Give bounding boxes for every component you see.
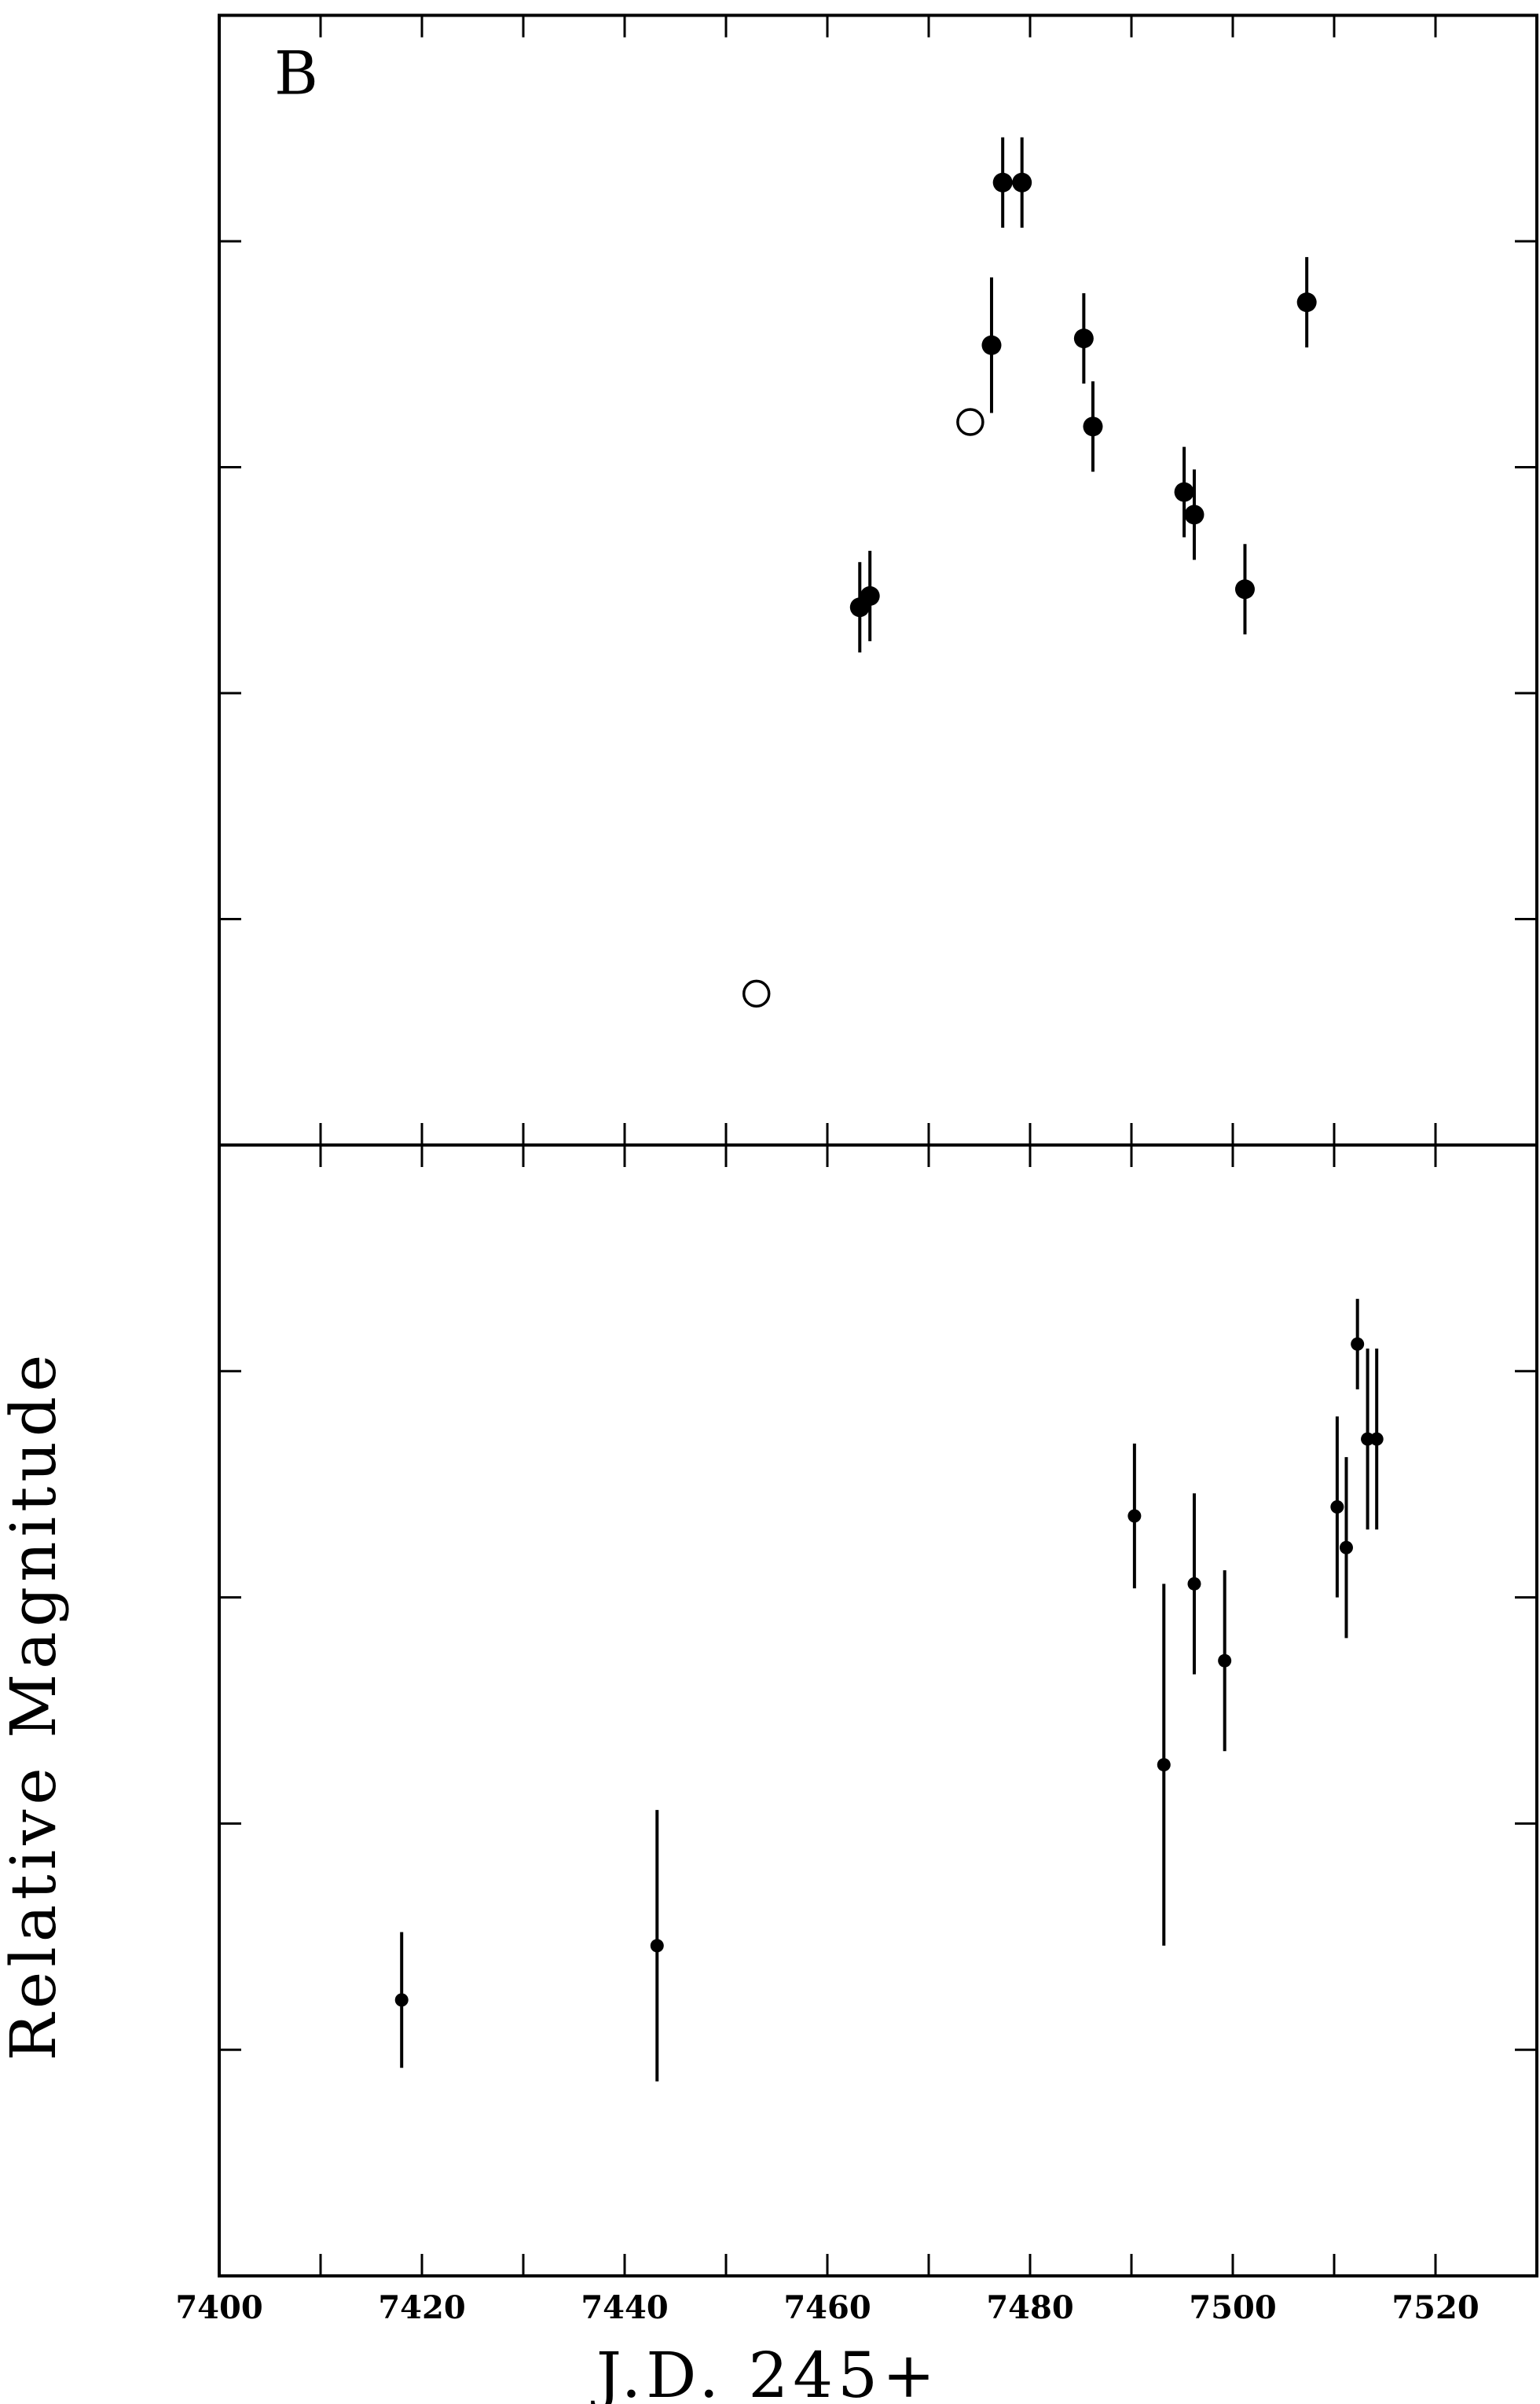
data-point [650, 1939, 664, 1953]
data-point [1351, 1337, 1365, 1351]
x-tick-label: 7400 [175, 2289, 262, 2326]
data-point [992, 172, 1013, 193]
data-point [1234, 579, 1255, 600]
data-point [1083, 417, 1103, 437]
data-point [394, 1993, 409, 2007]
data-point [1012, 172, 1032, 193]
data-point [1128, 1509, 1142, 1523]
data-point [956, 408, 984, 436]
data-point [1187, 1576, 1201, 1591]
x-tick-label: 7480 [986, 2289, 1073, 2326]
plot-frame [218, 13, 1538, 1147]
x-tick-label: 7520 [1392, 2289, 1479, 2326]
data-point [1184, 505, 1204, 525]
y-axis-label: Relative Magnitude [0, 1350, 70, 2061]
panel-label: B [274, 39, 318, 108]
data-point [1218, 1653, 1232, 1668]
data-point [1330, 1499, 1344, 1514]
data-point [860, 585, 880, 606]
data-point [1370, 1432, 1384, 1446]
data-point [742, 979, 771, 1008]
x-tick-label: 7500 [1189, 2289, 1276, 2326]
x-axis-label: J.D. 245+ [591, 2339, 940, 2404]
x-tick-label: 7440 [581, 2289, 668, 2326]
data-point [1157, 1758, 1171, 1772]
data-point [981, 335, 1002, 355]
data-point [1296, 292, 1317, 313]
data-point [1073, 328, 1094, 349]
x-tick-label: 7460 [783, 2289, 871, 2326]
data-point [1174, 482, 1194, 502]
x-tick-label: 7420 [378, 2289, 465, 2326]
data-point [1339, 1540, 1353, 1554]
plot-frame [218, 1143, 1538, 2277]
